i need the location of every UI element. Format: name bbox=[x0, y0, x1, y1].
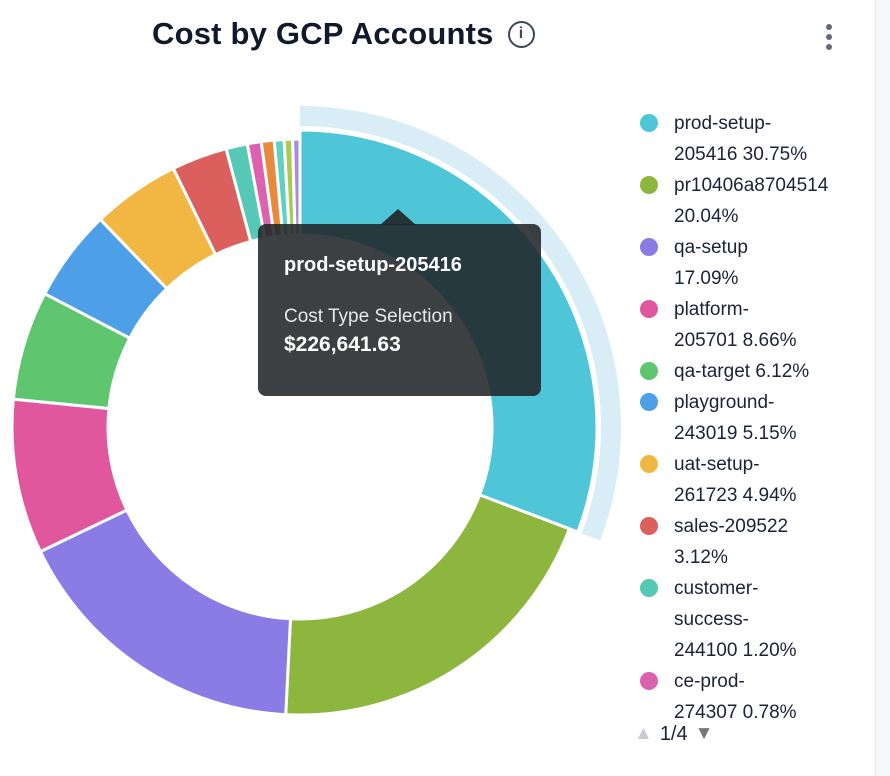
chart-tooltip: prod-setup-205416 Cost Type Selection $2… bbox=[258, 209, 541, 396]
legend-item-pr10406a8704514[interactable]: pr10406a8704514 20.04% bbox=[640, 170, 862, 232]
legend-marker bbox=[640, 362, 658, 380]
legend-label: platform- 205701 8.66% bbox=[674, 299, 797, 351]
info-icon[interactable]: i bbox=[507, 20, 535, 48]
legend-label: customer-success- 244100 1.20% bbox=[674, 578, 797, 661]
tooltip-label: Cost Type Selection bbox=[284, 306, 453, 327]
donut-slice-other[interactable] bbox=[291, 137, 302, 237]
legend-item-ce-prod-274307[interactable]: ce-prod- 274307 0.78% bbox=[640, 666, 862, 720]
tooltip-arrow bbox=[380, 209, 416, 225]
legend-item-qa-target[interactable]: qa-target 6.12% bbox=[640, 356, 862, 387]
donut-slice-pr10406a8704514[interactable] bbox=[284, 493, 571, 717]
kebab-menu-icon[interactable] bbox=[817, 18, 841, 56]
legend-item-prod-setup-205416[interactable]: prod-setup- 205416 30.75% bbox=[640, 108, 862, 170]
legend-label: qa-target 6.12% bbox=[674, 361, 810, 382]
tooltip-title: prod-setup-205416 bbox=[284, 254, 462, 276]
legend-page-up-icon[interactable]: ▲ bbox=[634, 723, 653, 744]
legend-label: qa-setup 17.09% bbox=[674, 237, 748, 289]
legend-item-qa-setup[interactable]: qa-setup 17.09% bbox=[640, 232, 862, 294]
legend-marker bbox=[640, 393, 658, 411]
donut-slice-qa-setup[interactable] bbox=[38, 508, 292, 717]
legend-label: playground- 243019 5.15% bbox=[674, 392, 797, 444]
legend-marker bbox=[640, 672, 658, 690]
legend-item-playground-243019[interactable]: playground- 243019 5.15% bbox=[640, 387, 862, 449]
legend-label: sales-209522 3.12% bbox=[674, 516, 789, 568]
legend-page-down-icon[interactable]: ▼ bbox=[694, 723, 714, 744]
legend-label: pr10406a8704514 20.04% bbox=[674, 175, 829, 227]
legend-item-sales-209522[interactable]: sales-209522 3.12% bbox=[640, 511, 862, 573]
legend-label: ce-prod- 274307 0.78% bbox=[674, 671, 797, 720]
legend-marker bbox=[640, 176, 658, 194]
legend-marker bbox=[640, 300, 658, 318]
legend-marker bbox=[640, 517, 658, 535]
legend-pager: ▲ 1/4 ▼ bbox=[634, 720, 713, 748]
legend-marker bbox=[640, 455, 658, 473]
legend-label: prod-setup- 205416 30.75% bbox=[674, 113, 808, 165]
legend-marker bbox=[640, 579, 658, 597]
legend-marker bbox=[640, 238, 658, 256]
legend-page-indicator: 1/4 bbox=[659, 722, 688, 745]
legend-item-platform-205701[interactable]: platform- 205701 8.66% bbox=[640, 294, 862, 356]
panel-title-text: Cost by GCP Accounts bbox=[152, 16, 494, 51]
legend-item-customer-success-244100[interactable]: customer-success- 244100 1.20% bbox=[640, 573, 862, 666]
legend-marker bbox=[640, 114, 658, 132]
tooltip-value: $226,641.63 bbox=[284, 333, 401, 356]
legend-label: uat-setup- 261723 4.94% bbox=[674, 454, 797, 506]
legend-item-uat-setup-261723[interactable]: uat-setup- 261723 4.94% bbox=[640, 449, 862, 511]
chart-legend: prod-setup- 205416 30.75% pr10406a8704514 2… bbox=[640, 108, 862, 720]
panel-title: Cost by GCP Accounts i bbox=[152, 16, 535, 52]
